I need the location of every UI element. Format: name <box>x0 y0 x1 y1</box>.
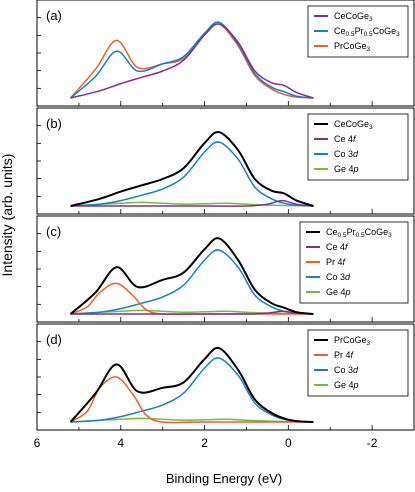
series-line-ce0-5pr0-5coge3 <box>70 21 314 99</box>
series-line-ge-4p <box>70 201 314 207</box>
legend: PrCoGe3 Pr 4f Co 3d Ge 4p <box>307 329 409 397</box>
legend-label: Ge 4p <box>334 380 359 390</box>
series-line-co-3d <box>70 249 314 315</box>
panel-4: (d) PrCoGe3 Pr 4f Co 3d Ge 4p <box>36 323 415 431</box>
series-line-total <box>69 237 314 315</box>
legend-label: Pr 4f <box>326 257 347 267</box>
x-tick-label: 6 <box>34 436 41 450</box>
x-tick-label: 0 <box>285 436 292 450</box>
legend-label: Pr 4f <box>334 350 355 360</box>
series-line-pr-4f <box>70 376 314 424</box>
panel-3: (c) Ce0.5Pr0.5CoGe3 Ce 4f Pr 4f Co 3d Ge 4p <box>36 215 415 323</box>
legend-label: PrCoGe3 <box>334 335 371 347</box>
legend-label: CeCoGe3 <box>334 11 373 23</box>
panel-label: (a) <box>46 8 62 23</box>
x-tick-label: -2 <box>367 436 378 450</box>
panel-1: (a) CeCoGe3 Ce0.5Pr0.5CoGe3 PrCoGe3 <box>36 0 415 107</box>
x-axis-label: Binding Energy (eV) <box>166 471 282 486</box>
legend-label: Ce0.5Pr0.5CoGe3 <box>326 227 392 239</box>
series-line-ce-4f <box>70 199 314 207</box>
legend-label: Ge 4p <box>326 287 351 297</box>
legend-label: Co 3d <box>334 365 359 375</box>
series-line-co-3d <box>70 357 314 423</box>
legend: CeCoGe3 Ce0.5Pr0.5CoGe3 PrCoGe3 <box>307 5 409 58</box>
series-line-co-3d <box>70 141 314 207</box>
series-line-total <box>69 346 314 423</box>
panel-label: (c) <box>46 224 61 239</box>
series-line-total <box>70 131 314 207</box>
legend-label: Ce 4f <box>326 242 349 252</box>
legend: Ce0.5Pr0.5CoGe3 Ce 4f Pr 4f Co 3d Ge 4p <box>299 221 409 304</box>
series-line-cecoge3 <box>70 23 314 99</box>
legend-label: CeCoGe3 <box>334 119 373 131</box>
series-line-ge-4p <box>70 417 314 423</box>
panel-label: (d) <box>46 332 62 347</box>
panels: (a) CeCoGe3 Ce0.5Pr0.5CoGe3 PrCoGe3 (b) CeCoG… <box>36 0 415 431</box>
x-tick-label: 4 <box>117 436 124 450</box>
y-axis-label: Intensity (arb. units) <box>0 154 15 277</box>
panel-2: (b) CeCoGe3 Ce 4f Co 3d Ge 4p <box>36 107 415 215</box>
x-tick-label: 2 <box>201 436 208 450</box>
legend-label: Ge 4p <box>334 164 359 174</box>
legend-label: Co 3d <box>326 272 351 282</box>
legend-box <box>307 5 409 58</box>
legend-label: Co 3d <box>334 149 359 159</box>
legend-label: Ce 4f <box>334 134 357 144</box>
legend: CeCoGe3 Ce 4f Co 3d Ge 4p <box>307 113 409 181</box>
panel-label: (b) <box>46 116 62 131</box>
legend-label: Ce0.5Pr0.5CoGe3 <box>334 26 400 38</box>
legend-label: PrCoGe3 <box>334 41 371 53</box>
